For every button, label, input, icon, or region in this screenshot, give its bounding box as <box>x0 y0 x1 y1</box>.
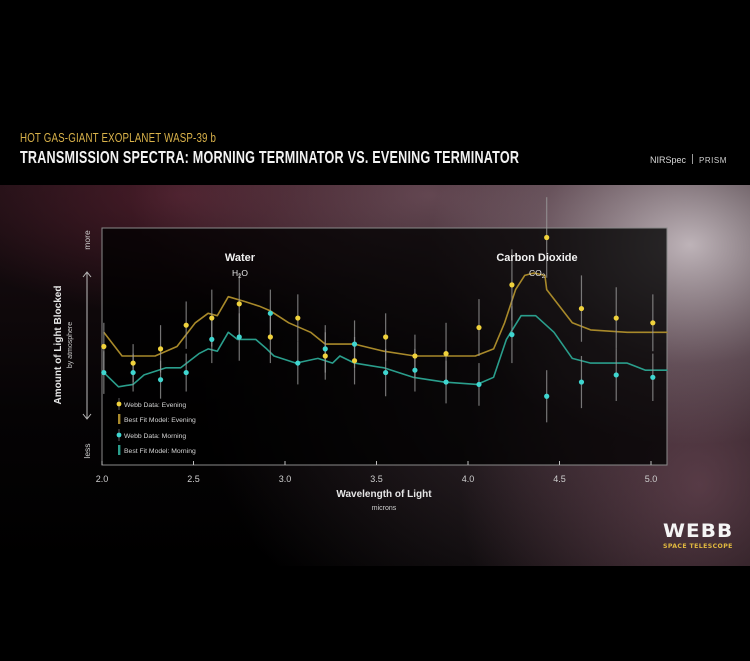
legend-label: Best Fit Model: Morning <box>124 448 196 455</box>
evening-data-point <box>412 353 418 359</box>
y-axis-title: Amount of Light Blocked <box>53 286 64 405</box>
evening-data-point <box>209 315 215 321</box>
annotation-label: Carbon Dioxide <box>496 252 577 264</box>
evening-data-point <box>476 324 482 331</box>
morning-data-point <box>578 379 585 385</box>
y-axis-less-label: less <box>82 443 92 458</box>
y-axis-more-label: more <box>82 230 92 250</box>
legend: Webb Data: Evening Best Fit Model: Evenin… <box>116 398 196 455</box>
x-axis: 2.0 2.5 3.0 3.5 4.0 4.5 5.0 Wavelength of Light… <box>96 461 658 512</box>
evening-data-point <box>443 351 449 357</box>
arrow-up-icon <box>82 271 92 278</box>
morning-data-point <box>351 341 358 347</box>
instrument-label: NIRSpec PRISM <box>650 154 727 165</box>
morning-data-point <box>209 336 215 342</box>
evening-data-point <box>183 322 189 328</box>
annotation-formula: CO2 <box>529 268 546 280</box>
y-axis-subtitle: by atmosphere <box>67 322 74 368</box>
evening-data-point <box>322 353 328 359</box>
morning-data-point <box>412 367 418 373</box>
morning-data-point <box>183 369 189 376</box>
legend-dot-icon <box>116 432 122 438</box>
morning-data-point <box>322 346 328 352</box>
evening-data-point <box>130 360 136 366</box>
evening-data-point <box>236 301 242 307</box>
evening-data-point <box>351 358 358 364</box>
x-tick-label: 4.0 <box>462 474 475 484</box>
evening-data-point <box>267 334 273 340</box>
morning-data-point <box>295 360 301 366</box>
morning-data-point <box>613 372 619 378</box>
morning-data-point <box>101 369 107 376</box>
chart-subtitle: HOT GAS-GIANT EXOPLANET WASP-39 b <box>20 131 217 145</box>
evening-data-point <box>509 282 515 288</box>
legend-dot-icon <box>116 401 122 407</box>
morning-data-point <box>267 310 273 316</box>
annotation-formula: H2O <box>232 268 248 280</box>
instrument-name: NIRSpec <box>650 155 687 165</box>
legend-line-icon <box>118 414 121 424</box>
chart-title: TRANSMISSION SPECTRA: MORNING TERMINATOR… <box>20 147 520 167</box>
evening-data-point <box>613 315 619 321</box>
y-axis: more less Amount of Light Blocked by atmosp… <box>53 230 92 459</box>
arrow-down-icon <box>82 413 92 420</box>
x-tick-label: 2.5 <box>187 474 200 484</box>
morning-data-point <box>509 332 515 338</box>
evening-model-line <box>103 272 668 357</box>
evening-data-point <box>383 334 389 340</box>
webb-logo-tagline: SPACE TELESCOPE <box>663 543 733 550</box>
evening-data-point <box>295 315 301 321</box>
morning-data-point <box>544 393 550 399</box>
evening-data-point <box>544 234 550 241</box>
morning-data-point <box>236 334 242 340</box>
morning-data-point <box>476 381 482 388</box>
evening-data-point <box>650 320 656 326</box>
molecule-annotations: Water H2O Carbon Dioxide CO2 <box>225 252 578 280</box>
x-tick-label: 5.0 <box>645 474 658 484</box>
x-tick-label: 3.5 <box>370 474 383 484</box>
legend-label: Webb Data: Evening <box>124 402 186 409</box>
x-tick-label: 2.0 <box>96 474 109 484</box>
evening-data-point <box>578 305 585 312</box>
webb-logo-wordmark: WEBB <box>663 520 734 542</box>
annotation-label: Water <box>225 252 256 264</box>
instrument-mode: PRISM <box>699 156 727 165</box>
plot-frame <box>101 227 668 466</box>
morning-data-point <box>157 377 164 383</box>
instrument-divider <box>692 154 694 164</box>
morning-data-point <box>443 379 449 385</box>
morning-data-point <box>650 374 656 380</box>
x-tick-label: 3.0 <box>279 474 292 484</box>
data-points <box>101 234 656 399</box>
webb-logo: WEBB SPACE TELESCOPE <box>663 521 733 550</box>
morning-data-point <box>383 369 389 376</box>
x-axis-units: microns <box>372 505 397 512</box>
model-curves <box>103 272 668 388</box>
legend-label: Webb Data: Morning <box>124 433 186 440</box>
legend-label: Best Fit Model: Evening <box>124 417 196 424</box>
morning-data-point <box>130 369 136 376</box>
legend-line-icon <box>118 445 121 455</box>
evening-data-point <box>157 346 164 352</box>
morning-model-line <box>103 314 668 388</box>
x-axis-title: Wavelength of Light <box>336 489 432 500</box>
x-tick-label: 4.5 <box>553 474 566 484</box>
evening-data-point <box>101 343 107 350</box>
